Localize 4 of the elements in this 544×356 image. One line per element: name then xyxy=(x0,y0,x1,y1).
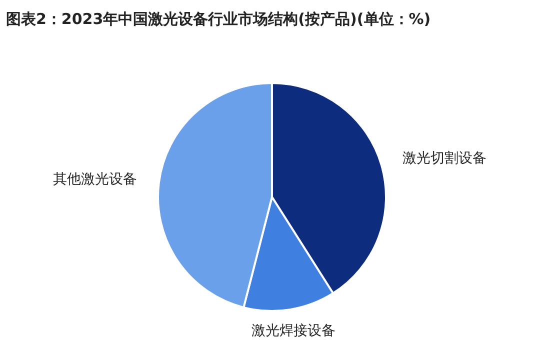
slice-label: 其他激光设备 xyxy=(53,172,138,188)
slice-label: 激光焊接设备 xyxy=(251,322,336,339)
chart-title: 图表2：2023年中国激光设备行业市场结构(按产品)(单位：%) xyxy=(6,10,431,29)
slice-label: 激光切割设备 xyxy=(402,150,487,167)
